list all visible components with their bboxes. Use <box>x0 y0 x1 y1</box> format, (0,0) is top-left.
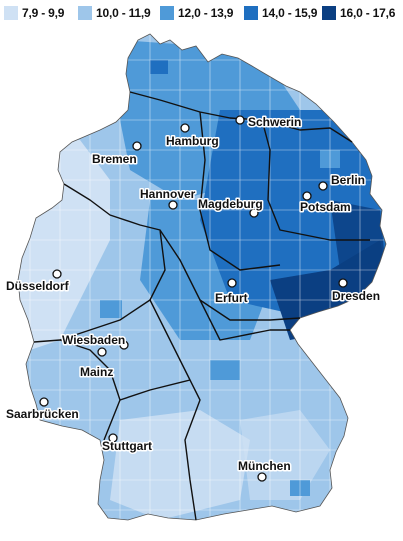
city-mainz: Mainz <box>79 347 115 381</box>
city-marker-muenchen <box>257 472 267 482</box>
city-saarbruecken: Saarbrücken <box>5 397 80 423</box>
city-marker-stuttgart <box>108 433 118 443</box>
city-duesseldorf: Düsseldorf <box>5 269 71 295</box>
city-marker-duesseldorf <box>52 269 62 279</box>
city-label-hamburg: Hamburg <box>166 134 219 148</box>
county-accent <box>210 360 240 380</box>
city-erfurt: Erfurt <box>214 278 249 307</box>
city-label-dresden: Dresden <box>332 289 380 303</box>
city-label-stuttgart: Stuttgart <box>102 439 152 453</box>
city-marker-hannover <box>168 200 178 210</box>
city-bremen: Bremen <box>91 141 142 168</box>
state-border-hesse-bavaria <box>149 299 201 521</box>
legend-item: 10,0 - 11,9 <box>78 6 151 20</box>
city-marker-wiesbaden <box>119 340 129 350</box>
city-marker-hamburg <box>180 123 190 133</box>
legend-item: 12,0 - 13,9 <box>160 6 233 20</box>
legend-swatch <box>160 6 174 20</box>
legend-label: 7,9 - 9,9 <box>22 6 65 20</box>
state-border-bavaria-north <box>199 299 290 341</box>
country-outline <box>17 33 387 521</box>
city-marker-erfurt <box>227 278 237 288</box>
legend-swatch <box>322 6 336 20</box>
state-border-north <box>129 91 353 143</box>
state-border-nrw <box>33 183 166 343</box>
legend-item: 14,0 - 15,9 <box>244 6 317 20</box>
city-wiesbaden: Wiesbaden <box>61 332 129 350</box>
region-darkest-east <box>330 200 385 270</box>
state-border-brandenburg <box>261 119 370 241</box>
city-hamburg: Hamburg <box>165 123 220 150</box>
county-accent <box>100 300 122 318</box>
legend-swatch <box>78 6 92 20</box>
legend-label: 10,0 - 11,9 <box>96 6 151 20</box>
legend-label: 12,0 - 13,9 <box>178 6 234 20</box>
legend-swatch <box>4 6 18 20</box>
legend-label: 16,0 - 17,6 <box>340 6 396 20</box>
city-muenchen: München <box>237 458 292 482</box>
legend-swatch <box>244 6 258 20</box>
legend-item: 16,0 - 17,6 <box>322 6 395 20</box>
city-label-duesseldorf: Düsseldorf <box>6 279 70 293</box>
city-hannover: Hannover <box>139 186 197 210</box>
city-marker-berlin <box>318 181 328 191</box>
legend-item: 7,9 - 9,9 <box>4 6 64 20</box>
city-label-potsdam: Potsdam <box>300 200 351 214</box>
state-border-bw <box>119 379 191 401</box>
city-label-mainz: Mainz <box>80 365 113 379</box>
city-dresden: Dresden <box>331 278 382 305</box>
state-border-rlp <box>59 339 121 441</box>
city-label-magdeburg: Magdeburg <box>198 197 263 211</box>
city-label-wiesbaden: Wiesbaden <box>62 333 125 347</box>
state-border-saxony-anhalt <box>199 111 281 271</box>
city-marker-potsdam <box>302 191 312 201</box>
county-accent <box>60 100 80 118</box>
city-marker-schwerin <box>235 115 245 125</box>
city-label-bremen: Bremen <box>92 152 137 166</box>
city-marker-magdeburg <box>249 208 259 218</box>
city-label-hannover: Hannover <box>140 187 196 201</box>
city-marker-mainz <box>97 347 107 357</box>
city-schwerin: Schwerin <box>235 114 303 131</box>
city-label-erfurt: Erfurt <box>215 291 248 305</box>
state-border-thuringia <box>159 229 301 321</box>
city-stuttgart: Stuttgart <box>101 433 154 455</box>
city-label-muenchen: München <box>238 459 291 473</box>
legend: 7,9 - 9,9 10,0 - 11,9 12,0 - 13,9 14,0 -… <box>0 0 403 26</box>
city-magdeburg: Magdeburg <box>197 196 264 218</box>
city-berlin: Berlin <box>318 172 367 191</box>
legend-label: 14,0 - 15,9 <box>262 6 318 20</box>
city-label-saarbruecken: Saarbrücken <box>6 407 79 421</box>
city-marker-dresden <box>338 278 348 288</box>
city-potsdam: Potsdam <box>299 191 352 216</box>
county-accent <box>150 60 168 74</box>
city-label-schwerin: Schwerin <box>248 115 301 129</box>
city-marker-bremen <box>132 141 142 151</box>
city-marker-saarbruecken <box>39 397 49 407</box>
city-label-berlin: Berlin <box>331 173 365 187</box>
